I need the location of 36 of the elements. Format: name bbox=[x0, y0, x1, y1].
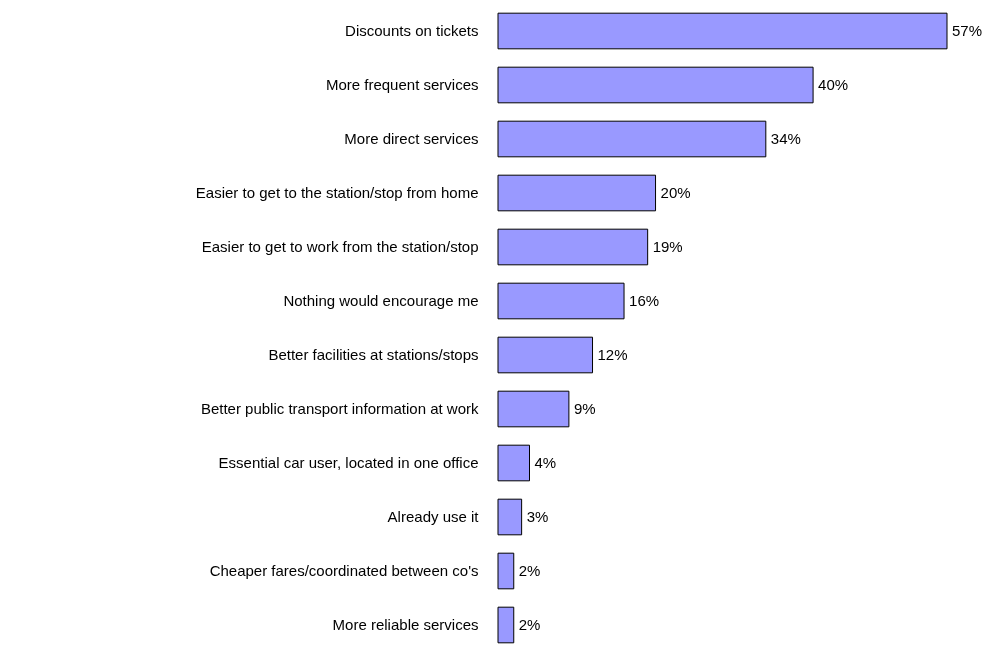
bar bbox=[497, 336, 594, 374]
bar bbox=[497, 12, 948, 50]
bar bbox=[497, 552, 515, 590]
data-label: 40% bbox=[818, 76, 849, 93]
data-label: 3% bbox=[526, 508, 549, 525]
bar bbox=[497, 120, 767, 158]
bar bbox=[497, 282, 625, 320]
data-label: 57% bbox=[952, 22, 983, 39]
y-tick-label: Better facilities at stations/stops bbox=[268, 346, 479, 363]
y-tick-label: Nothing would encourage me bbox=[283, 292, 479, 309]
bar bbox=[497, 228, 649, 266]
y-tick-label: Essential car user, located in one office bbox=[218, 454, 479, 471]
data-label: 20% bbox=[660, 184, 691, 201]
y-tick-label: More frequent services bbox=[325, 76, 479, 93]
bar bbox=[497, 390, 570, 428]
bar bbox=[497, 498, 523, 536]
bar bbox=[497, 606, 515, 644]
data-label: 4% bbox=[534, 454, 557, 471]
data-label: 12% bbox=[597, 346, 628, 363]
data-label: 16% bbox=[629, 292, 660, 309]
y-tick-label: Easier to get to work from the station/stop bbox=[201, 238, 479, 255]
y-tick-label: Easier to get to the station/stop from home bbox=[195, 184, 479, 201]
y-tick-label: More reliable services bbox=[332, 616, 479, 633]
data-label: 2% bbox=[518, 562, 541, 579]
bar bbox=[497, 174, 657, 212]
y-tick-label: More direct services bbox=[344, 130, 479, 147]
y-tick-label: Cheaper fares/coordinated between co's bbox=[209, 562, 479, 579]
bar bbox=[497, 444, 531, 482]
y-tick-label: Already use it bbox=[387, 508, 480, 525]
y-tick-label: Discounts on tickets bbox=[345, 22, 479, 39]
data-label: 9% bbox=[573, 400, 596, 417]
data-label: 34% bbox=[770, 130, 801, 147]
y-tick-label: Better public transport information at work bbox=[200, 400, 479, 417]
data-label: 2% bbox=[518, 616, 541, 633]
data-label: 19% bbox=[652, 238, 683, 255]
bar bbox=[497, 66, 814, 104]
